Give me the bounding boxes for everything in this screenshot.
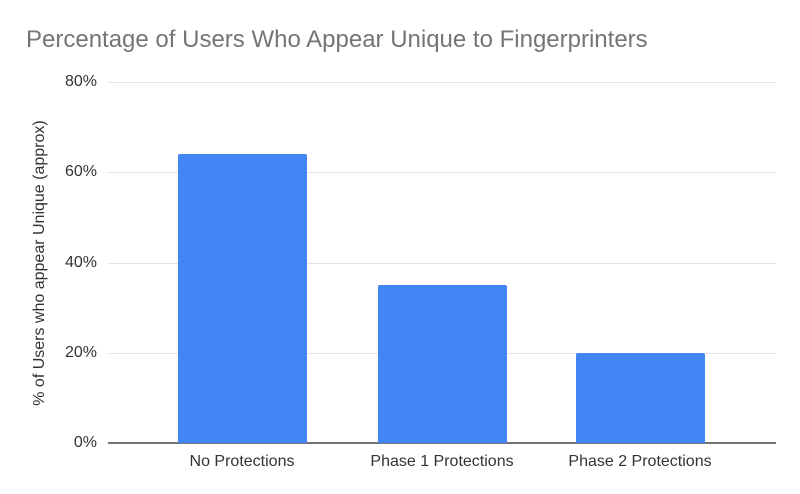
- gridline: [108, 172, 776, 174]
- x-axis-label: No Protections: [189, 453, 295, 470]
- y-tick-label: 80%: [64, 73, 97, 90]
- chart-title: Percentage of Users Who Appear Unique to…: [26, 26, 648, 53]
- y-tick-label: 20%: [64, 343, 97, 361]
- gridline: [108, 262, 776, 264]
- x-axis-label: Phase 2 Protections: [568, 453, 712, 470]
- y-tick-label: 0%: [73, 434, 97, 451]
- gridline: [108, 82, 776, 83]
- y-tick-label: 40%: [64, 253, 97, 271]
- bar: [575, 352, 705, 443]
- bar: [177, 154, 307, 443]
- x-axis-label: Phase 1 Protections: [370, 453, 514, 470]
- y-tick-label: 60%: [64, 163, 97, 181]
- bar: [377, 285, 507, 443]
- x-axis-line: [108, 442, 776, 444]
